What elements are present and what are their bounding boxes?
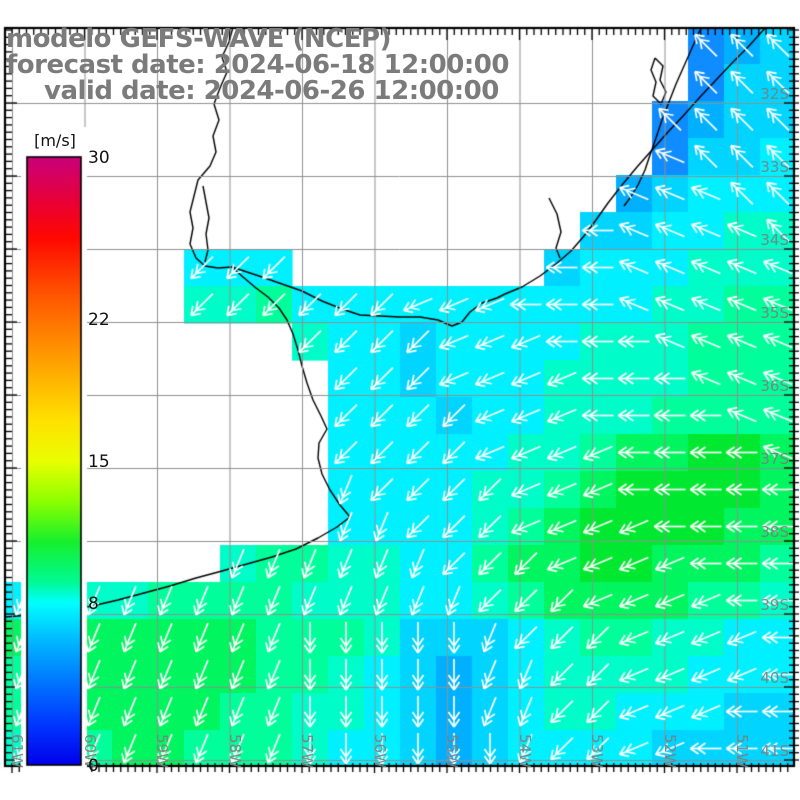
lon-label: 56W: [370, 734, 389, 768]
lon-label: 59W: [153, 734, 171, 768]
colorbar-tick-label: 15: [88, 452, 110, 472]
lon-label: 55W: [443, 734, 461, 768]
lat-label: 38S: [760, 523, 789, 541]
lat-label: 37S: [760, 450, 789, 468]
colorbar-tick-label: 30: [88, 148, 110, 168]
colorbar-tick-label: 22: [88, 310, 110, 331]
lat-label: 36S: [760, 377, 789, 395]
lon-label: 53W: [588, 734, 606, 768]
lat-label: 33S: [760, 158, 789, 176]
colorbar-unit-label: [m/s]: [34, 131, 76, 150]
colorbar-tick-label: 0: [88, 756, 99, 776]
lat-label: 35S: [760, 304, 789, 322]
lat-label: 34S: [760, 231, 789, 249]
lat-label: 39S: [760, 596, 789, 614]
lat-label: 41S: [760, 742, 789, 760]
lon-label: 54W: [515, 734, 534, 768]
colorbar-tick-label: 8: [88, 593, 99, 614]
lon-label: 52W: [660, 734, 679, 768]
lat-label: 32S: [760, 85, 789, 103]
lon-label: 58W: [225, 734, 244, 768]
lat-label: 40S: [760, 669, 789, 687]
lon-label: 57W: [298, 734, 316, 768]
lon-label: 61W: [8, 734, 26, 768]
lon-label: 51W: [733, 734, 751, 768]
